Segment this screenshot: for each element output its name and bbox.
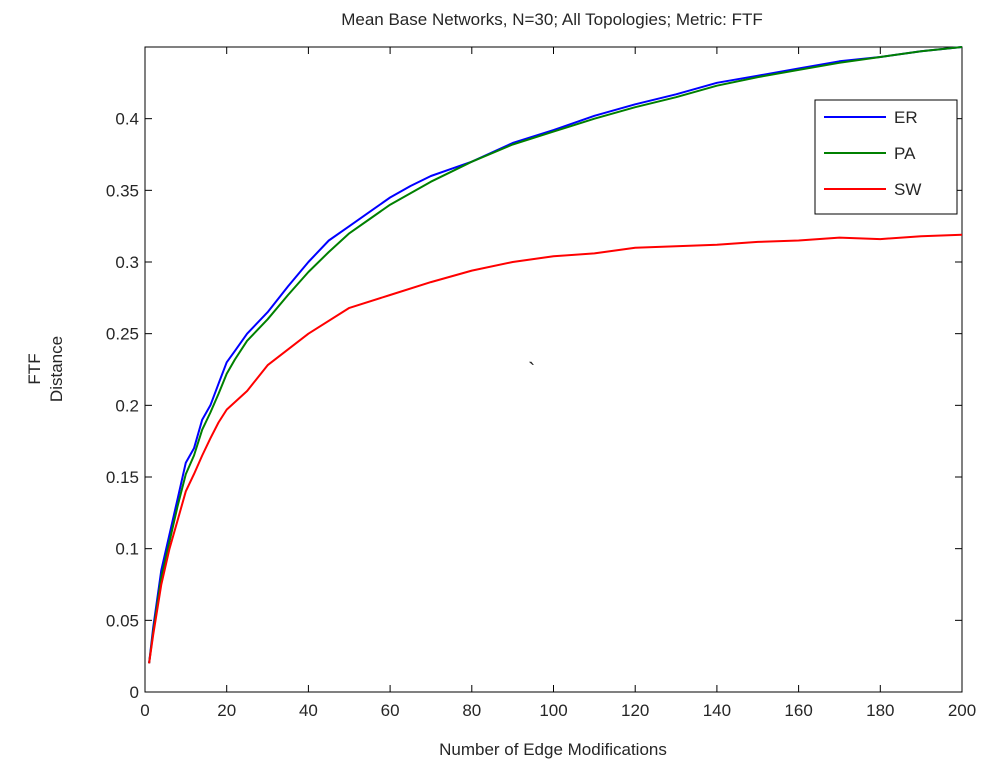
x-tick-label: 100 — [539, 701, 567, 720]
series-line-sw — [148, 233, 963, 664]
y-tick-label: 0.15 — [106, 468, 139, 487]
y-tick-label: 0.35 — [106, 181, 139, 200]
legend-label-sw: SW — [894, 180, 921, 199]
y-tick-label: 0.3 — [115, 253, 139, 272]
legend-label-er: ER — [894, 108, 918, 127]
series-lines — [148, 46, 963, 664]
y-tick-label: 0.1 — [115, 540, 139, 559]
x-axis-label: Number of Edge Modifications — [439, 740, 667, 759]
x-tick-label: 200 — [948, 701, 976, 720]
legend-box — [814, 99, 958, 215]
x-tick-label: 20 — [217, 701, 236, 720]
y-axis-ticks: 0 0.05 0.1 0.15 0.2 0.25 0.3 0.35 0.4 — [106, 110, 962, 702]
y-tick-label: 0.2 — [115, 396, 139, 415]
x-tick-label: 80 — [462, 701, 481, 720]
x-axis-ticks: 0 20 40 60 80 100 120 140 160 180 200 — [140, 47, 976, 720]
legend: ER PA SW — [814, 99, 958, 215]
stray-annotation: ` — [528, 358, 535, 383]
y-tick-label: 0.4 — [115, 110, 139, 129]
y-axis-label-line-2: Distance — [47, 336, 66, 402]
x-tick-label: 0 — [140, 701, 149, 720]
x-tick-label: 140 — [703, 701, 731, 720]
x-tick-label: 120 — [621, 701, 649, 720]
x-tick-label: 160 — [784, 701, 812, 720]
x-tick-label: 180 — [866, 701, 894, 720]
series-line-er — [148, 46, 963, 664]
legend-label-pa: PA — [894, 144, 916, 163]
x-tick-label: 40 — [299, 701, 318, 720]
y-tick-label: 0.25 — [106, 325, 139, 344]
x-tick-label: 60 — [381, 701, 400, 720]
series-line-pa — [148, 46, 963, 664]
y-axis-label-line-1: FTF — [25, 353, 44, 384]
y-tick-label: 0.05 — [106, 611, 139, 630]
y-tick-label: 0 — [130, 683, 139, 702]
chart-title: Mean Base Networks, N=30; All Topologies… — [341, 10, 763, 29]
